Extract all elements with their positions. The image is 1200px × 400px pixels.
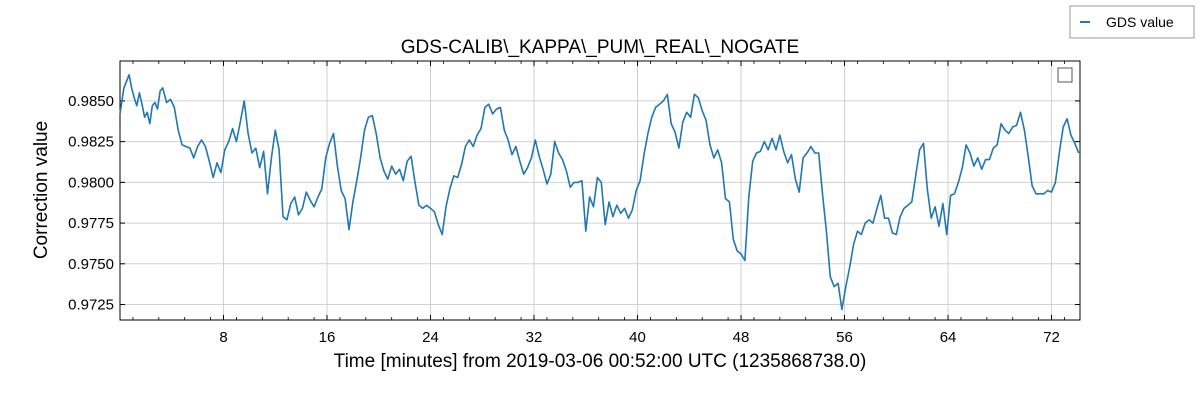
x-tick-label: 48	[733, 329, 750, 346]
x-tick-label: 56	[836, 329, 853, 346]
legend-label-gds-value: GDS value	[1106, 14, 1174, 30]
y-axis-label: Correction value	[31, 121, 52, 259]
y-tick-label: 0.9775	[68, 215, 114, 232]
legend: GDS value	[1069, 5, 1195, 39]
x-axis-label: Time [minutes] from 2019-03-06 00:52:00 …	[334, 351, 867, 372]
x-tick-label: 16	[319, 329, 336, 346]
chart-title: GDS-CALIB\_KAPPA\_PUM\_REAL\_NOGATE	[401, 37, 799, 58]
x-tick-label: 8	[219, 329, 227, 346]
grid	[120, 61, 1080, 320]
legend-box	[1069, 5, 1195, 39]
plot-frame	[119, 60, 1081, 321]
y-tick-label: 0.9800	[68, 174, 114, 191]
series-line-gds-value	[119, 74, 1080, 311]
y-tick-label: 0.9825	[68, 134, 114, 151]
x-tick-label: 72	[1043, 329, 1060, 346]
y-tick-label: 0.9725	[68, 297, 114, 314]
x-tick-label: 32	[526, 329, 543, 346]
y-tick-label: 0.9750	[68, 256, 114, 273]
x-tick-label: 24	[422, 329, 439, 346]
x-tick-label: 40	[629, 329, 646, 346]
empty-legend-box	[1057, 67, 1073, 83]
axis-ticks: 8 16 24 32 40 48 56 64 72 0.9725 0.9750 0.9775 0.980…	[68, 61, 1080, 346]
y-tick-label: 0.9850	[68, 93, 114, 110]
x-tick-label: 64	[940, 329, 957, 346]
